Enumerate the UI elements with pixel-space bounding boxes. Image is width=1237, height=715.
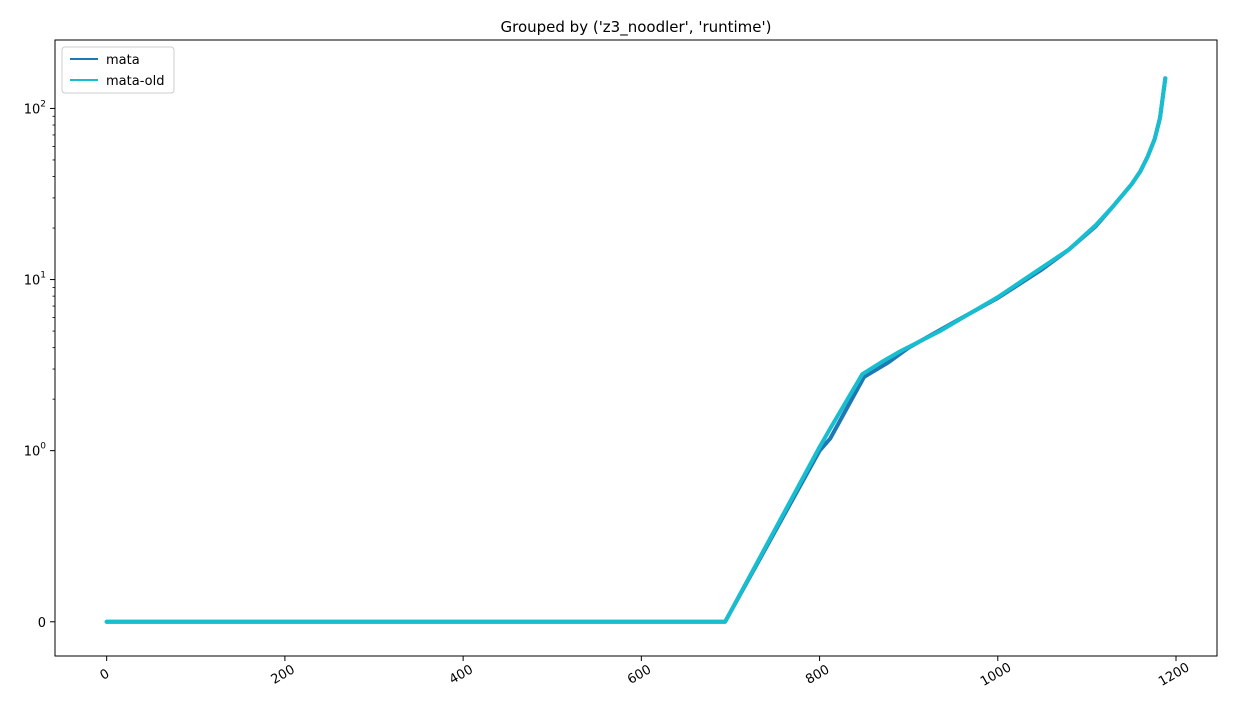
x-tick-label: 400 <box>447 662 476 687</box>
y-tick-label: 0 <box>38 616 46 631</box>
y-axis: 0 100 101 102 <box>24 99 55 631</box>
legend-label: mata-old <box>106 74 164 89</box>
series-lines <box>104 76 1168 624</box>
x-tick-label: 1200 <box>1156 660 1192 690</box>
x-tick-label: 200 <box>269 662 298 687</box>
x-tick-label: 0 <box>98 666 113 683</box>
plot-area <box>55 40 1217 656</box>
y-tick-label: 100 <box>24 442 47 460</box>
chart-title: Grouped by ('z3_noodler', 'runtime') <box>500 18 771 37</box>
y-tick-label: 101 <box>24 271 46 289</box>
legend-label: mata <box>106 53 140 68</box>
legend: mata mata-old <box>61 46 175 94</box>
x-tick-label: 800 <box>803 662 832 687</box>
series-line-mata-old <box>104 76 1168 624</box>
y-tick-label: 102 <box>24 99 46 117</box>
x-axis: 0 200 400 600 800 1000 1200 <box>98 656 1192 690</box>
x-tick-label: 1000 <box>978 660 1014 690</box>
x-tick-label: 600 <box>625 662 654 687</box>
